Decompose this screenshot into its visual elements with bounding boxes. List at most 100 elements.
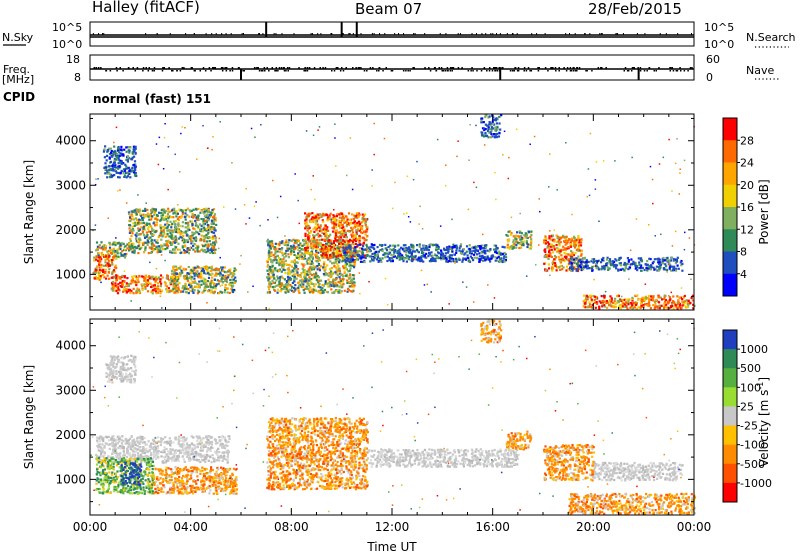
power-echo-cell xyxy=(410,257,414,260)
freq-dot xyxy=(339,70,342,72)
power-echo-cell xyxy=(420,249,423,252)
power-echo-cell xyxy=(590,267,594,270)
power-echo-cell xyxy=(276,291,279,294)
power-echo-cell xyxy=(577,234,580,238)
power-echo-cell xyxy=(343,253,346,256)
freq-dot xyxy=(119,67,122,69)
power-echo-cell xyxy=(133,149,136,152)
power-echo-cell xyxy=(585,260,588,263)
power-echo-cell xyxy=(627,260,630,263)
freq-dot xyxy=(438,67,441,69)
power-echo-cell xyxy=(388,251,392,254)
power-echo-cell xyxy=(113,174,116,177)
power-echo-cell xyxy=(296,271,299,274)
power-echo-cell xyxy=(115,276,118,280)
power-echo-cell xyxy=(155,292,158,295)
power-echo-cell xyxy=(104,248,107,251)
freq-dot xyxy=(669,67,672,69)
power-echo-cell xyxy=(179,265,182,268)
power-echo-cell xyxy=(350,226,353,229)
power-echo-cell xyxy=(96,259,100,262)
power-echo-cell xyxy=(309,282,312,286)
power-echo-cell xyxy=(318,267,321,270)
power-echo-cell xyxy=(212,211,215,214)
power-echo-cell xyxy=(118,276,121,279)
power-echo-cell xyxy=(226,287,229,291)
freq-dot xyxy=(569,67,572,69)
power-echo-cell xyxy=(199,228,202,231)
power-echo-cell xyxy=(610,297,613,300)
power-echo-cell xyxy=(117,156,120,159)
freq-dot xyxy=(360,67,362,69)
power-echo-cell xyxy=(306,270,309,273)
power-echo-cell xyxy=(175,288,178,291)
power-echo-cell xyxy=(121,162,124,165)
power-echo-cell xyxy=(331,226,334,229)
freq-dot xyxy=(221,70,224,72)
power-echo-cell xyxy=(322,212,325,215)
power-echo-cell xyxy=(212,241,215,244)
power-echo-cell xyxy=(333,240,336,243)
nsky-panel xyxy=(89,21,695,47)
power-echo-cell xyxy=(128,149,131,152)
power-echo-cell xyxy=(175,210,178,213)
power-echo-cell xyxy=(657,257,660,260)
power-echo-cell xyxy=(187,223,190,226)
power-echo-cell xyxy=(160,214,163,217)
power-echo-cell xyxy=(137,227,140,230)
power-echo-cell xyxy=(319,225,322,228)
power-echo-cell xyxy=(182,249,186,252)
power-echo-cell xyxy=(151,292,154,295)
power-echo-cell xyxy=(214,237,217,240)
power-echo-cell xyxy=(139,233,142,236)
power-echo-cell xyxy=(354,239,358,242)
freq-dot xyxy=(263,67,266,69)
power-echo-cell xyxy=(283,286,286,289)
power-echo-cell xyxy=(659,296,662,299)
power-echo-cell xyxy=(473,256,476,259)
power-echo-cell xyxy=(137,245,140,248)
power-echo-cell xyxy=(207,208,210,211)
power-echo-cell xyxy=(219,273,222,276)
power-echo-cell xyxy=(163,218,166,221)
power-echo-cell xyxy=(281,247,284,250)
power-echo-cell xyxy=(202,220,205,223)
power-echo-cell xyxy=(210,286,213,289)
power-echo-cell xyxy=(267,244,270,247)
power-echo-cell xyxy=(157,282,160,285)
freq-dot xyxy=(565,70,568,72)
power-echo-cell xyxy=(206,216,210,219)
power-echo-cell xyxy=(347,241,350,244)
power-echo-cell xyxy=(440,254,443,257)
freq-dot xyxy=(261,70,264,72)
freq-dot xyxy=(136,67,139,69)
power-echo-cell xyxy=(201,291,204,294)
power-echo-cell xyxy=(213,290,216,293)
power-echo-cell xyxy=(155,277,159,280)
power-echo-cell xyxy=(165,240,168,243)
power-echo-cell xyxy=(196,249,199,252)
power-echo-cell xyxy=(342,239,345,242)
power-echo-cell xyxy=(192,232,195,235)
power-echo-cell xyxy=(305,241,308,244)
power-echo-cell xyxy=(114,151,117,154)
power-echo-cell xyxy=(180,208,183,212)
power-echo-cell xyxy=(108,254,111,258)
power-echo-cell xyxy=(160,209,163,212)
power-echo-cell xyxy=(480,255,483,258)
power-echo-cell xyxy=(274,267,277,270)
power-echo-cell xyxy=(131,251,134,254)
power-echo-cell xyxy=(324,226,327,229)
power-echo-cell xyxy=(429,243,432,246)
power-echo-cell xyxy=(389,244,392,247)
power-echo-cell xyxy=(197,207,200,211)
power-echo-cell xyxy=(467,258,471,261)
power-echo-cell xyxy=(337,235,340,238)
power-echo-cell xyxy=(138,291,141,294)
power-echo-cell xyxy=(590,260,593,263)
power-echo-cell xyxy=(322,284,325,287)
power-echo-cell xyxy=(309,286,312,289)
power-echo-cell xyxy=(517,241,521,245)
power-echo-cell xyxy=(462,257,465,260)
power-echo-cell xyxy=(519,238,522,241)
